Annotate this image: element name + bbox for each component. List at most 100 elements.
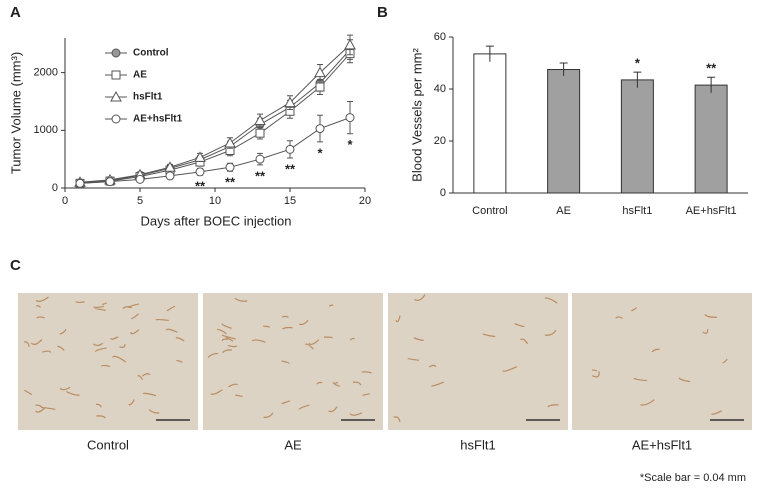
legend-marker bbox=[111, 114, 121, 124]
vessel bbox=[42, 350, 52, 353]
panel-label: C bbox=[10, 257, 21, 274]
vessel bbox=[94, 308, 106, 312]
marker bbox=[345, 113, 355, 123]
x-tick-label: 0 bbox=[62, 195, 68, 207]
error-bar bbox=[559, 62, 568, 76]
vessel bbox=[207, 352, 219, 358]
error-bar bbox=[485, 45, 494, 62]
vessel bbox=[334, 383, 340, 387]
panel-label: B bbox=[377, 4, 388, 21]
vessel bbox=[95, 403, 102, 408]
y-axis-title: Blood Vessels per mm² bbox=[409, 48, 424, 182]
vessel bbox=[722, 358, 728, 364]
y-tick-label: 60 bbox=[434, 31, 446, 43]
vessel bbox=[175, 359, 183, 363]
scale-note: *Scale bar = 0.04 mm bbox=[640, 472, 746, 484]
vessel bbox=[349, 337, 355, 341]
legend-label: hsFlt1 bbox=[133, 92, 163, 103]
vessel bbox=[615, 316, 623, 319]
vessel bbox=[281, 315, 289, 318]
vessel bbox=[711, 410, 723, 415]
vessel bbox=[702, 329, 709, 334]
vessel bbox=[633, 377, 647, 382]
vessel bbox=[547, 404, 559, 408]
marker bbox=[105, 177, 115, 187]
vessel bbox=[414, 294, 426, 301]
vessel bbox=[349, 412, 363, 416]
significance: * bbox=[635, 56, 641, 71]
marker bbox=[285, 144, 295, 154]
vessel bbox=[305, 343, 314, 350]
bar bbox=[694, 84, 728, 194]
vessel bbox=[36, 316, 45, 319]
vessel bbox=[678, 377, 691, 383]
vessel bbox=[704, 314, 718, 318]
significance: ** bbox=[195, 179, 206, 194]
vessel bbox=[221, 338, 228, 342]
marker bbox=[255, 128, 265, 138]
vessel bbox=[57, 345, 65, 351]
vessel bbox=[544, 297, 558, 304]
vessel bbox=[93, 305, 105, 308]
vessel bbox=[298, 404, 310, 410]
vessel bbox=[96, 415, 106, 419]
image-caption: AE bbox=[284, 437, 302, 452]
micrograph bbox=[203, 293, 383, 430]
vessel bbox=[502, 366, 518, 372]
vessel bbox=[131, 313, 139, 320]
vessel bbox=[234, 297, 248, 302]
vessel bbox=[102, 302, 107, 305]
vessel bbox=[263, 325, 271, 328]
vessel bbox=[210, 389, 223, 395]
vessel bbox=[544, 329, 557, 336]
vessel bbox=[35, 407, 45, 413]
x-tick-label: AE bbox=[556, 205, 571, 217]
x-tick-label: 10 bbox=[209, 195, 221, 207]
vessel bbox=[142, 373, 151, 377]
vessel bbox=[482, 333, 496, 338]
vessel bbox=[316, 381, 323, 385]
vessel bbox=[228, 383, 239, 388]
bar bbox=[473, 53, 507, 194]
significance: ** bbox=[255, 168, 266, 183]
image-caption: AE+hsFlt1 bbox=[632, 437, 692, 452]
vessel bbox=[143, 392, 157, 397]
vessel bbox=[651, 348, 660, 353]
significance: ** bbox=[706, 61, 717, 76]
y-tick-label: 20 bbox=[434, 135, 446, 147]
vessel bbox=[393, 416, 401, 423]
error-bar bbox=[707, 76, 716, 93]
significance: ** bbox=[225, 175, 236, 190]
marker bbox=[194, 151, 206, 162]
vessel bbox=[631, 306, 637, 312]
vessel bbox=[35, 305, 41, 308]
bar bbox=[620, 79, 654, 194]
vessel bbox=[520, 338, 529, 345]
vessel bbox=[137, 375, 144, 381]
vessel bbox=[235, 394, 243, 398]
vessel bbox=[227, 345, 238, 348]
series-line bbox=[79, 44, 351, 183]
legend-marker bbox=[111, 70, 121, 80]
y-axis-title: Tumor Volume (mm³) bbox=[8, 52, 23, 174]
legend-label: AE bbox=[133, 70, 147, 81]
micrograph bbox=[572, 293, 752, 430]
micrograph bbox=[388, 293, 568, 430]
vessel bbox=[428, 364, 437, 368]
vessel bbox=[592, 371, 600, 378]
vessel bbox=[112, 355, 127, 363]
vessel bbox=[94, 347, 107, 353]
image-caption: Control bbox=[87, 437, 129, 452]
y-tick-label: 2000 bbox=[34, 67, 58, 79]
series-line bbox=[79, 117, 351, 184]
y-tick-label: 0 bbox=[52, 182, 58, 194]
vessel bbox=[308, 339, 320, 345]
panel-label: A bbox=[10, 4, 21, 21]
vessel bbox=[75, 301, 85, 304]
marker bbox=[255, 154, 265, 164]
legend-marker bbox=[110, 90, 122, 102]
series-line bbox=[79, 53, 351, 184]
vessel bbox=[282, 326, 293, 330]
significance: * bbox=[317, 145, 323, 160]
vessel bbox=[281, 360, 290, 364]
